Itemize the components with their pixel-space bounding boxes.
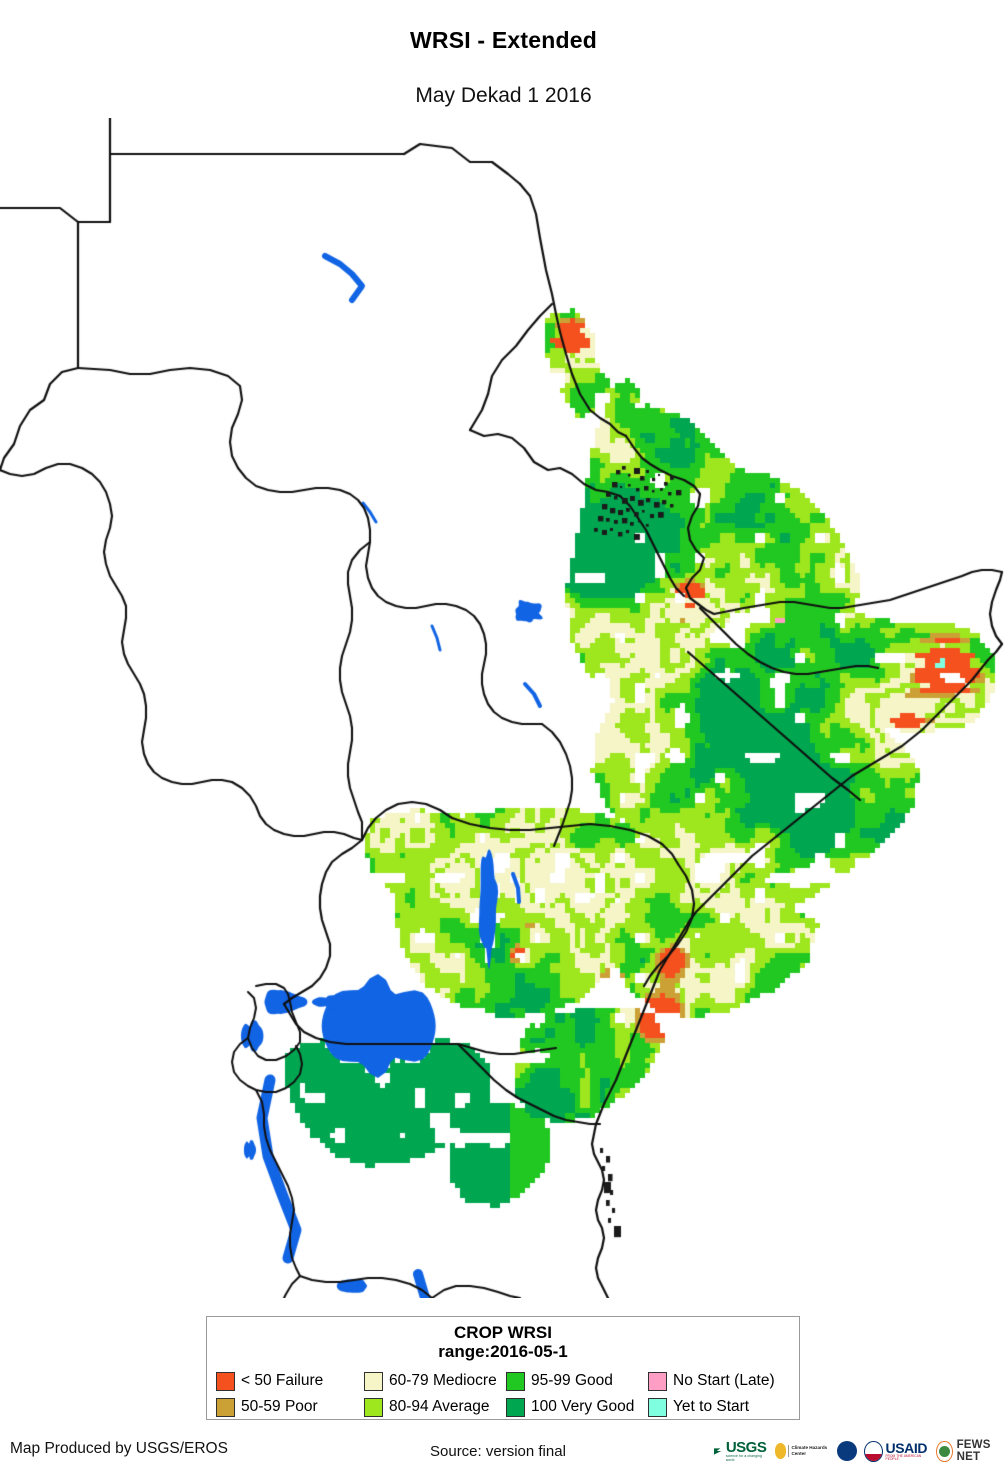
usaid-logo: USAID FROM THE AMERICAN PEOPLE bbox=[863, 1438, 930, 1464]
legend-item-good[interactable]: 95-99 Good bbox=[506, 1369, 648, 1393]
legend-swatch-mediocre bbox=[364, 1371, 383, 1391]
legend-item-mediocre[interactable]: 60-79 Mediocre bbox=[364, 1369, 506, 1393]
legend-label-good: 95-99 Good bbox=[531, 1372, 613, 1389]
legend-swatch-very-good bbox=[506, 1397, 525, 1417]
legend-item-poor[interactable]: 50-59 Poor bbox=[216, 1395, 364, 1419]
legend-item-failure[interactable]: < 50 Failure bbox=[216, 1369, 364, 1393]
usgs-logo-text: USGS bbox=[725, 1439, 767, 1457]
page-subtitle: May Dekad 1 2016 bbox=[415, 84, 592, 107]
usgs-mark-icon bbox=[714, 1447, 722, 1455]
chc-logo: Climate Hazards Center bbox=[774, 1438, 830, 1464]
usaid-seal-icon bbox=[863, 1440, 883, 1462]
legend-label-failure: < 50 Failure bbox=[241, 1372, 324, 1389]
legend-item-yet-to-start[interactable]: Yet to Start bbox=[648, 1395, 794, 1419]
legend-range: range:2016-05-1 bbox=[438, 1342, 568, 1362]
map-source: Source: version final bbox=[430, 1443, 566, 1460]
chc-droplet-icon bbox=[774, 1443, 787, 1459]
legend-label-no-start-late: No Start (Late) bbox=[673, 1372, 775, 1389]
legend-label-average: 80-94 Average bbox=[389, 1398, 490, 1415]
fewsnet-globe-icon bbox=[936, 1440, 953, 1462]
fewsnet-logo-text: FEWS NET bbox=[956, 1439, 991, 1463]
noaa-logo bbox=[836, 1438, 857, 1464]
fewsnet-logo: FEWS NET bbox=[936, 1438, 1002, 1464]
map-area[interactable] bbox=[0, 118, 1007, 1298]
legend-item-no-start-late[interactable]: No Start (Late) bbox=[648, 1369, 794, 1393]
map-credit: Map Produced by USGS/EROS bbox=[10, 1440, 228, 1457]
usgs-logo-subtext: science for a changing world bbox=[725, 1454, 762, 1462]
legend-panel: CROP WRSI range:2016-05-1 < 50 Failure 6… bbox=[206, 1316, 800, 1420]
legend-items: < 50 Failure 60-79 Mediocre 95-99 Good N… bbox=[216, 1369, 794, 1419]
legend-swatch-no-start-late bbox=[648, 1371, 667, 1391]
legend-swatch-good bbox=[506, 1371, 525, 1391]
noaa-seal-icon bbox=[836, 1441, 857, 1461]
legend-swatch-yet-to-start bbox=[648, 1397, 667, 1417]
page-title: WRSI - Extended bbox=[409, 27, 597, 53]
chc-logo-text: Climate Hazards Center bbox=[788, 1445, 829, 1457]
legend-label-mediocre: 60-79 Mediocre bbox=[389, 1372, 497, 1389]
usaid-logo-text: USAID bbox=[885, 1439, 928, 1456]
legend-label-very-good: 100 Very Good bbox=[531, 1398, 635, 1415]
legend-swatch-failure bbox=[216, 1371, 235, 1391]
legend-swatch-average bbox=[364, 1397, 383, 1417]
legend-item-average[interactable]: 80-94 Average bbox=[364, 1395, 506, 1419]
legend-label-poor: 50-59 Poor bbox=[241, 1398, 318, 1415]
legend-item-very-good[interactable]: 100 Very Good bbox=[506, 1395, 648, 1419]
legend-swatch-poor bbox=[216, 1397, 235, 1417]
legend-label-yet-to-start: Yet to Start bbox=[673, 1398, 750, 1415]
legend-title: CROP WRSI bbox=[454, 1323, 552, 1342]
logo-strip: USGS science for a changing world Climat… bbox=[714, 1436, 1002, 1466]
usgs-logo: USGS science for a changing world bbox=[714, 1438, 768, 1464]
wrsi-raster-map[interactable] bbox=[0, 118, 1007, 1298]
usaid-logo-subtext: FROM THE AMERICAN PEOPLE bbox=[885, 1453, 922, 1461]
